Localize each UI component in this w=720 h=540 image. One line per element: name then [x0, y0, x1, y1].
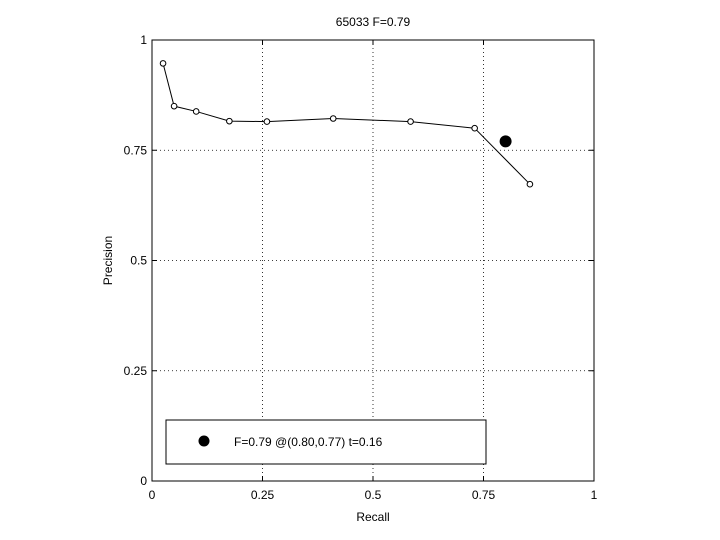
x-tick-label: 0	[149, 488, 156, 502]
data-point	[159, 60, 167, 67]
series	[159, 60, 534, 188]
data-point	[192, 108, 200, 115]
x-tick-label: 0.25	[251, 488, 275, 502]
x-axis-label: Recall	[356, 510, 389, 524]
best-f-point	[499, 135, 512, 148]
y-tick-label: 0.25	[124, 364, 148, 378]
data-point	[526, 180, 534, 188]
legend-box	[165, 419, 487, 465]
axis-ticks: 0 0.25 0.5 0.75 1 0 0.25 0.5 0.75 1	[124, 33, 598, 502]
data-point	[170, 102, 178, 110]
y-tick-label: 0	[140, 474, 147, 488]
x-tick-label: 0.75	[472, 488, 496, 502]
data-point	[471, 124, 478, 132]
legend-label: F=0.79 @(0.80,0.77) t=0.16	[234, 435, 383, 449]
data-point	[226, 117, 233, 125]
x-tick-label: 0.5	[365, 488, 382, 502]
chart-title: 65033 F=0.79	[336, 15, 411, 29]
legend-marker	[198, 435, 210, 447]
y-axis-label: Precision	[101, 236, 115, 285]
data-point	[329, 115, 337, 122]
y-tick-label: 0.75	[124, 143, 148, 157]
data-point	[263, 118, 271, 125]
legend: F=0.79 @(0.80,0.77) t=0.16	[165, 419, 487, 465]
data-point	[407, 118, 414, 125]
grid	[152, 40, 594, 481]
y-tick-label: 0.5	[130, 254, 147, 268]
x-tick-label: 1	[591, 488, 598, 502]
y-tick-label: 1	[140, 33, 147, 47]
